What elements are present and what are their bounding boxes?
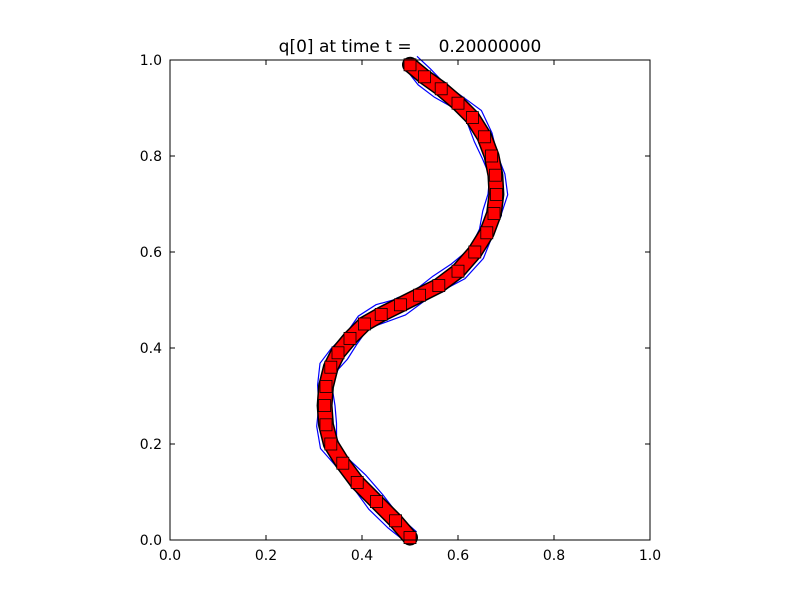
data-point: [343, 331, 357, 345]
data-point: [350, 475, 364, 489]
chart-title: q[0] at time t = 0.20000000: [279, 37, 542, 57]
data-point: [389, 514, 403, 528]
y-tick-label: 0.4: [140, 341, 162, 357]
x-tick-label: 0.0: [159, 548, 181, 564]
data-point: [319, 379, 333, 393]
data-point: [417, 70, 431, 84]
y-tick-label: 0.6: [140, 245, 162, 261]
y-tick-label: 0.8: [140, 149, 162, 165]
data-point: [477, 130, 491, 144]
data-point: [489, 187, 503, 201]
axes-frame: [169, 59, 651, 541]
x-tick-label: 0.4: [351, 548, 373, 564]
data-point: [336, 456, 350, 470]
data-point: [451, 264, 465, 278]
data-point: [393, 298, 407, 312]
data-point: [468, 245, 482, 259]
data-point: [318, 399, 331, 413]
data-point: [403, 531, 417, 544]
data-point: [432, 279, 446, 293]
data-point: [369, 495, 383, 509]
y-tick-label: 1.0: [140, 53, 162, 69]
data-point: [451, 96, 465, 110]
ticks-layer: 0.0 0.2 0.4 0.6 0.8 1.0 0.0 0.2 0.4 0.6 0.8 1.0: [140, 53, 661, 564]
data-point: [403, 58, 417, 72]
x-tick-label: 0.6: [447, 548, 469, 564]
y-tick-label: 0.0: [140, 533, 162, 549]
data-point: [324, 437, 338, 451]
x-tick-label: 0.2: [255, 548, 277, 564]
data-point: [434, 82, 448, 96]
y-tick-label: 0.2: [140, 437, 162, 453]
data-point: [480, 226, 494, 240]
data-point: [324, 360, 338, 374]
data-point: [485, 149, 499, 163]
data-point: [331, 346, 345, 360]
data-point: [489, 168, 502, 182]
x-tick-label: 1.0: [639, 548, 661, 564]
plot-layer: [316, 55, 509, 546]
data-point: [465, 111, 479, 124]
data-point: [487, 207, 501, 221]
data-point: [374, 307, 388, 321]
data-point: [357, 317, 371, 331]
data-point: [319, 418, 333, 432]
x-tick-label: 0.8: [543, 548, 565, 564]
data-point: [413, 288, 427, 302]
